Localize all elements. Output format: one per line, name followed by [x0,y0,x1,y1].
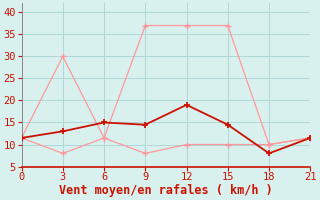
X-axis label: Vent moyen/en rafales ( km/h ): Vent moyen/en rafales ( km/h ) [59,184,273,197]
